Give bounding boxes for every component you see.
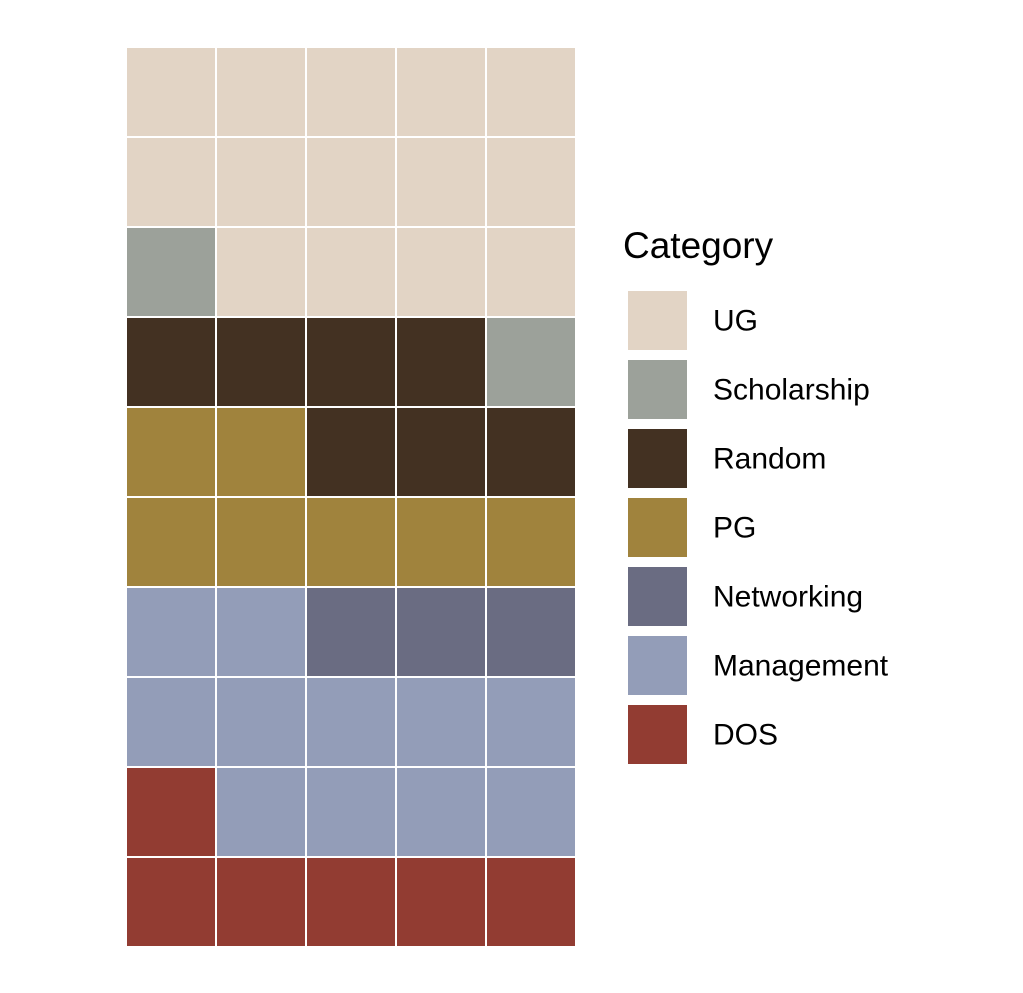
waffle-cell-scholarship [127,228,215,316]
waffle-cell-dos [127,858,215,946]
waffle-cell-ug [397,138,485,226]
waffle-cell-management [127,588,215,676]
waffle-cell-dos [307,858,395,946]
legend-key-management [628,636,687,695]
waffle-cell-ug [487,48,575,136]
legend-key-pg [628,498,687,557]
waffle-cell-random [307,408,395,496]
waffle-cell-scholarship [487,318,575,406]
waffle-cell-random [487,408,575,496]
waffle-cell-management [397,678,485,766]
waffle-cell-management [487,678,575,766]
waffle-cell-management [217,588,305,676]
waffle-cell-random [397,408,485,496]
legend-label-networking: Networking [713,581,863,614]
waffle-cell-management [127,678,215,766]
legend-label-dos: DOS [713,719,778,752]
waffle-cell-dos [217,858,305,946]
waffle-cell-ug [217,228,305,316]
legend-label-scholarship: Scholarship [713,374,870,407]
waffle-cell-ug [127,48,215,136]
waffle-cell-dos [397,858,485,946]
waffle-cell-ug [487,138,575,226]
waffle-cell-ug [397,48,485,136]
waffle-cell-management [307,678,395,766]
waffle-grid [127,48,575,946]
waffle-cell-pg [127,498,215,586]
legend-key-ug [628,291,687,350]
legend-label-ug: UG [713,305,758,338]
legend-key-networking [628,567,687,626]
waffle-cell-ug [487,228,575,316]
waffle-cell-management [487,768,575,856]
waffle-cell-ug [307,48,395,136]
waffle-cell-pg [307,498,395,586]
waffle-cell-ug [397,228,485,316]
waffle-cell-pg [487,498,575,586]
waffle-cell-management [217,678,305,766]
legend-key-scholarship [628,360,687,419]
waffle-cell-management [307,768,395,856]
legend-title: Category [623,225,774,266]
legend-label-pg: PG [713,512,756,545]
legend-items: UG Scholarship Random PG Networking Managemen… [628,291,889,764]
waffle-cell-pg [217,408,305,496]
legend: Category UG Scholarship Random PG Networking… [623,225,889,764]
waffle-cell-ug [217,138,305,226]
waffle-cell-management [217,768,305,856]
waffle-cell-random [127,318,215,406]
waffle-cell-ug [307,228,395,316]
waffle-cell-management [397,768,485,856]
waffle-cell-pg [397,498,485,586]
waffle-cell-random [217,318,305,406]
waffle-cell-networking [307,588,395,676]
waffle-cell-networking [397,588,485,676]
legend-key-dos [628,705,687,764]
waffle-cell-pg [217,498,305,586]
waffle-cell-dos [127,768,215,856]
waffle-cell-random [397,318,485,406]
legend-label-random: Random [713,443,826,476]
waffle-cell-ug [217,48,305,136]
legend-key-random [628,429,687,488]
legend-label-management: Management [713,650,889,683]
waffle-cell-ug [127,138,215,226]
waffle-cell-random [307,318,395,406]
waffle-cell-dos [487,858,575,946]
waffle-cell-networking [487,588,575,676]
waffle-cell-ug [307,138,395,226]
waffle-cell-pg [127,408,215,496]
